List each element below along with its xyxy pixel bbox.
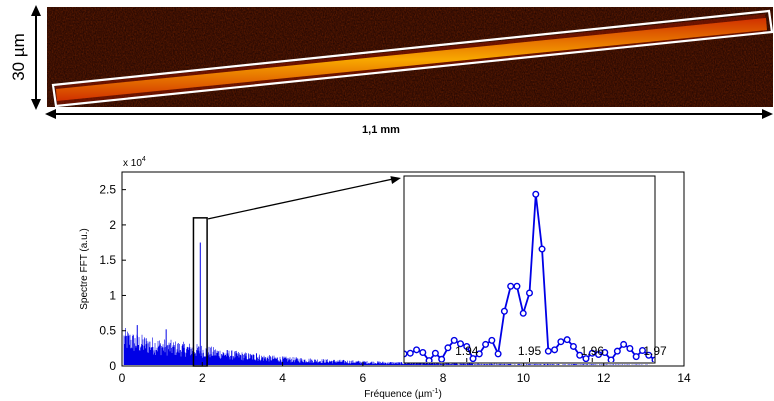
fft-plot-frame — [121, 171, 685, 367]
fft-x-axis-label-close: ) — [438, 389, 441, 400]
length-dimension — [45, 109, 773, 119]
inset-x-tick-label: 1.95 — [518, 344, 542, 358]
inset-data-point — [651, 356, 655, 362]
inset-background — [404, 176, 655, 363]
fft-y-axis-label: Spectre FFT (a.u.) — [79, 228, 90, 310]
fft-x-tick-label: 10 — [517, 371, 531, 385]
inset-data-point — [532, 190, 540, 198]
fft-series-noise — [123, 327, 650, 365]
inset-data-point — [576, 351, 584, 359]
inset-data-point — [431, 349, 439, 357]
fft-x-tick-label: 14 — [677, 371, 691, 385]
fft-x-axis-label: Fréquence (µm-1) — [364, 388, 442, 400]
fft-y-multiplier-base: x 10 — [123, 158, 142, 169]
inset-data-point — [500, 307, 508, 315]
fft-y-ticks: 0 0.5 1 1.5 2 2.5 — [99, 183, 126, 373]
fft-x-tick-label: 6 — [360, 371, 367, 385]
inset-data-point — [488, 336, 496, 344]
inset-data-point — [620, 340, 628, 348]
inset-data-point — [419, 349, 427, 357]
inset-data-point — [582, 355, 590, 362]
fft-y-multiplier-exponent: 4 — [142, 156, 146, 163]
fft-y-tick-label: 0 — [109, 359, 116, 373]
fft-series — [123, 242, 650, 365]
inset-data-point — [469, 355, 477, 362]
inset-x-tick-label: 1.94 — [455, 344, 479, 358]
fft-series-layer — [123, 242, 650, 365]
fft-x-axis-label-superscript: -1 — [432, 388, 438, 395]
inset-data-point — [507, 282, 515, 290]
inset-data-point — [406, 349, 414, 357]
fft-chart: 0 2 4 6 8 10 12 14 00.511.522.5 x 104 Fréquence… — [79, 156, 691, 400]
fft-x-tick-label: 4 — [279, 371, 286, 385]
inset-data-point — [519, 309, 527, 317]
inset-data-point — [632, 353, 640, 361]
inset-data-point — [526, 289, 534, 297]
inset-data-point — [456, 340, 464, 348]
fiber-outline — [51, 9, 774, 108]
length-label: 1,1 mm — [362, 124, 400, 136]
inset-x-tick-label: 1.96 — [581, 344, 605, 358]
inset-x-tick-label: 1.97 — [643, 344, 667, 358]
fft-y-tick-label: 2.5 — [99, 183, 116, 197]
zoom-arrow-line — [207, 178, 394, 220]
fft-y-multiplier: x 104 — [123, 156, 146, 169]
inset-data-point — [626, 344, 634, 352]
fft-y-tick-label: 0.5 — [99, 324, 116, 338]
inset-data-point — [595, 351, 603, 359]
inset-data-point — [601, 349, 609, 357]
micrograph — [47, 7, 774, 108]
fft-x-tick-label: 8 — [440, 371, 447, 385]
fft-x-tick-label: 0 — [119, 371, 126, 385]
inset-plot-frame — [403, 175, 656, 364]
height-label: 30 µm — [9, 33, 28, 81]
inset-chart: 1.94 1.95 1.96 1.97 — [403, 175, 667, 364]
inset-series-layer — [404, 190, 655, 362]
inset-data-point — [645, 351, 653, 359]
fft-x-ticks: 0 2 4 6 8 10 12 14 — [119, 362, 691, 385]
inset-data-point — [513, 282, 521, 290]
inset-x-ticks: 1.94 1.95 1.96 1.97 — [455, 344, 667, 362]
zoom-highlight-box — [192, 217, 208, 367]
zoom-arrow-head — [390, 176, 401, 184]
fft-x-axis-label-text: Fréquence (µm — [364, 389, 432, 400]
inset-data-point — [538, 245, 546, 253]
inset-data-point — [450, 336, 458, 344]
inset-data-point — [607, 356, 615, 362]
inset-data-point — [463, 342, 471, 350]
fft-x-tick-label: 12 — [597, 371, 611, 385]
fiber-core — [56, 18, 767, 101]
inset-data-point — [444, 344, 452, 352]
inset-data-point — [413, 346, 421, 354]
fft-x-tick-label: 2 — [199, 371, 206, 385]
inset-series — [404, 190, 655, 362]
inset-data-point — [475, 350, 483, 358]
inset-data-point — [613, 347, 621, 355]
height-dimension — [31, 5, 41, 110]
inset-data-point — [588, 349, 596, 357]
fft-y-tick-label: 1.5 — [99, 253, 116, 267]
fft-y-tick-label: 1 — [109, 288, 116, 302]
inset-data-point — [482, 340, 490, 348]
inset-data-point — [425, 357, 433, 362]
inset-data-point — [563, 336, 571, 344]
inset-data-point — [557, 338, 565, 346]
inset-data-point — [551, 346, 559, 354]
fft-y-tick-label: 2 — [109, 218, 116, 232]
inset-data-point — [438, 355, 446, 362]
inset-data-point — [569, 342, 577, 350]
inset-data-point — [638, 347, 646, 355]
inset-data-point — [494, 350, 502, 358]
inset-data-point — [544, 347, 552, 355]
